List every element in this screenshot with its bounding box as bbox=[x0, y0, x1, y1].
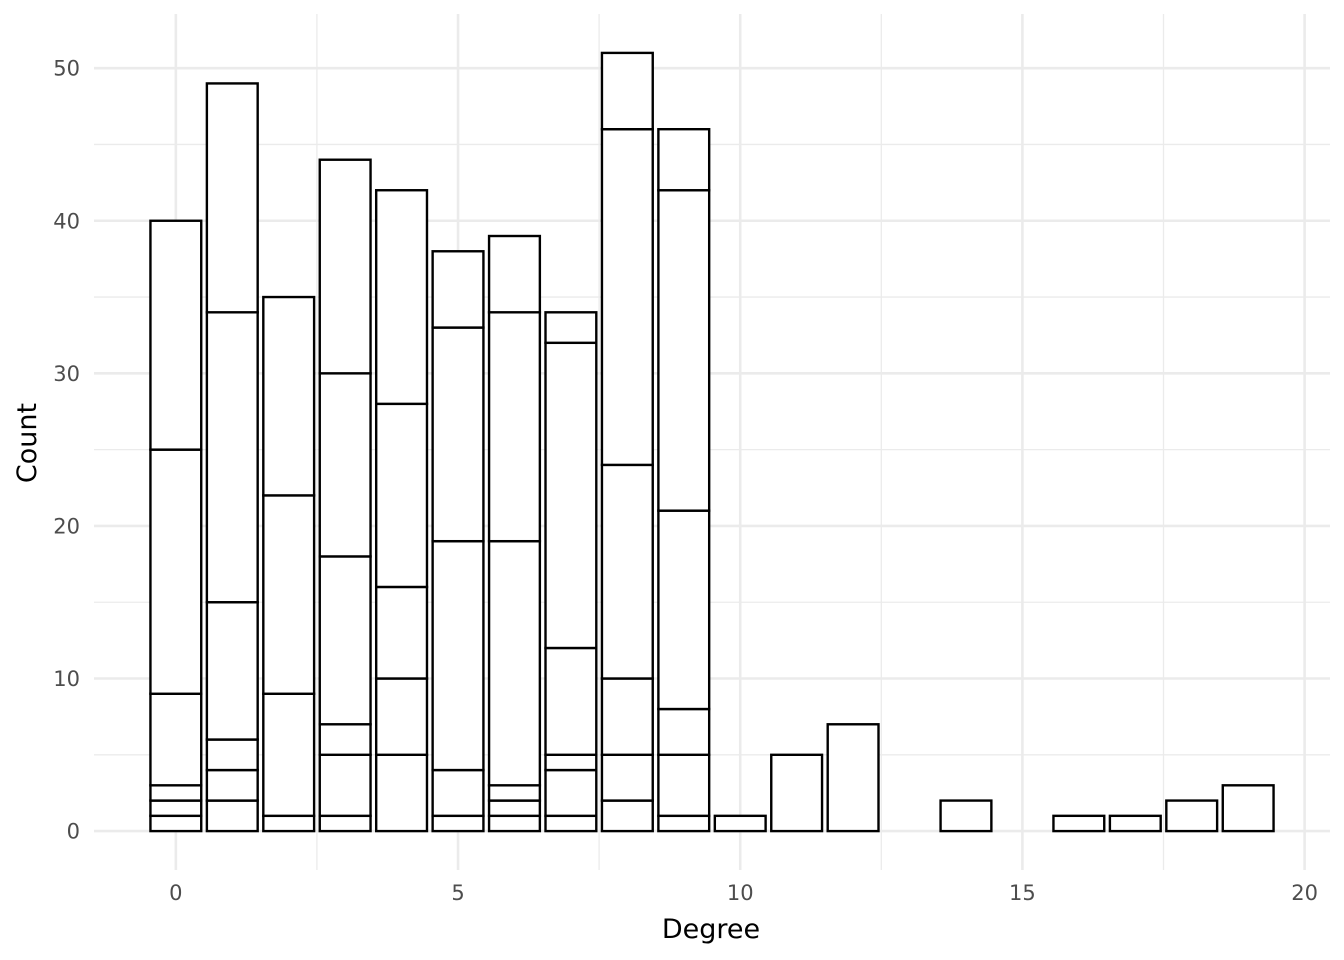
bar-segment bbox=[544, 646, 598, 756]
bar-segment bbox=[149, 784, 203, 802]
bar-segment bbox=[318, 753, 372, 818]
x-tick-label: 20 bbox=[1291, 881, 1318, 905]
bar-segment bbox=[149, 799, 203, 818]
bar-segment bbox=[1052, 814, 1106, 833]
bar-degree-7 bbox=[544, 311, 598, 833]
y-axis-ticks: 0 10 20 30 40 50 bbox=[53, 57, 80, 844]
bar-segment bbox=[600, 51, 654, 131]
y-tick-label: 50 bbox=[53, 57, 80, 81]
bar-segment bbox=[205, 311, 259, 604]
bar-segment bbox=[149, 692, 203, 787]
bar-segment bbox=[262, 692, 316, 818]
bar-segment bbox=[318, 555, 372, 726]
bar-segment bbox=[431, 539, 485, 772]
bar-segment bbox=[657, 128, 711, 192]
bar-degree-3 bbox=[318, 158, 372, 833]
bar-segment bbox=[205, 799, 259, 833]
bar-degree-14 bbox=[939, 799, 993, 833]
bar-segment bbox=[374, 677, 429, 756]
bar-degree-2 bbox=[262, 295, 316, 833]
bar-segment bbox=[149, 448, 203, 695]
bar-segment bbox=[205, 768, 259, 802]
bar-segment bbox=[657, 509, 711, 711]
y-tick-label: 20 bbox=[53, 514, 80, 538]
bar-segment bbox=[149, 814, 203, 833]
bar-segment bbox=[431, 814, 485, 833]
bar-segment bbox=[431, 768, 485, 818]
bar-segment bbox=[826, 723, 880, 833]
bar-segment bbox=[374, 402, 429, 589]
bar-degree-4 bbox=[374, 189, 429, 833]
bar-degree-11 bbox=[770, 753, 824, 833]
y-tick-label: 40 bbox=[53, 209, 80, 233]
bar-segment bbox=[939, 799, 993, 833]
bar-segment bbox=[544, 753, 598, 772]
bar-degree-12 bbox=[826, 723, 880, 833]
x-axis-ticks: 0 5 10 15 20 bbox=[169, 881, 1318, 905]
bar-degree-1 bbox=[205, 82, 259, 833]
bar-segment bbox=[657, 189, 711, 512]
x-axis-title: Degree bbox=[662, 914, 760, 945]
bar-segment bbox=[431, 250, 485, 329]
bar-degree-8 bbox=[600, 51, 654, 833]
bar-segment bbox=[544, 814, 598, 833]
y-axis-title: Count bbox=[12, 403, 43, 483]
y-tick-label: 30 bbox=[53, 362, 80, 386]
bar-segment bbox=[374, 753, 429, 833]
bar-segment bbox=[431, 326, 485, 543]
bar-segment bbox=[487, 784, 542, 802]
bar-degree-10 bbox=[713, 814, 767, 833]
bar-segment bbox=[1165, 799, 1219, 833]
bar-degree-17 bbox=[1108, 814, 1162, 833]
bar-segment bbox=[318, 723, 372, 756]
x-tick-label: 15 bbox=[1009, 881, 1036, 905]
bar-degree-0 bbox=[149, 219, 203, 833]
x-tick-label: 10 bbox=[727, 881, 754, 905]
bar-segment bbox=[544, 768, 598, 818]
bar-segment bbox=[487, 539, 542, 787]
bar-segment bbox=[487, 234, 542, 314]
bar-degree-5 bbox=[431, 250, 485, 833]
bar-degree-6 bbox=[487, 234, 542, 833]
bar-segment bbox=[600, 677, 654, 756]
bar-segment bbox=[600, 799, 654, 833]
bar-segment bbox=[149, 219, 203, 451]
bars bbox=[149, 51, 1275, 833]
bar-degree-18 bbox=[1165, 799, 1219, 833]
bar-segment bbox=[318, 158, 372, 375]
bar-segment bbox=[374, 189, 429, 406]
y-tick-label: 0 bbox=[67, 820, 80, 844]
bar-segment bbox=[600, 128, 654, 467]
bar-segment bbox=[600, 753, 654, 802]
bar-segment bbox=[487, 814, 542, 833]
bar-segment bbox=[657, 753, 711, 818]
bar-segment bbox=[487, 311, 542, 543]
bar-segment bbox=[318, 372, 372, 558]
bar-segment bbox=[713, 814, 767, 833]
bar-degree-9 bbox=[657, 128, 711, 833]
bar-segment bbox=[262, 814, 316, 833]
bar-degree-19 bbox=[1221, 784, 1275, 833]
bar-segment bbox=[374, 585, 429, 680]
bar-segment bbox=[600, 463, 654, 680]
x-tick-label: 5 bbox=[451, 881, 464, 905]
bar-degree-16 bbox=[1052, 814, 1106, 833]
bar-segment bbox=[770, 753, 824, 833]
bar-segment bbox=[205, 738, 259, 772]
bar-segment bbox=[544, 341, 598, 650]
bar-segment bbox=[318, 814, 372, 833]
bar-segment bbox=[205, 82, 259, 314]
bar-segment bbox=[205, 601, 259, 741]
bar-segment bbox=[1221, 784, 1275, 833]
bar-segment bbox=[262, 295, 316, 497]
bar-segment bbox=[657, 814, 711, 833]
x-tick-label: 0 bbox=[169, 881, 182, 905]
bar-segment bbox=[487, 799, 542, 818]
bar-segment bbox=[657, 707, 711, 756]
y-tick-label: 10 bbox=[53, 667, 80, 691]
bar-segment bbox=[262, 494, 316, 695]
bar-segment bbox=[1108, 814, 1162, 833]
bar-segment bbox=[544, 311, 598, 345]
